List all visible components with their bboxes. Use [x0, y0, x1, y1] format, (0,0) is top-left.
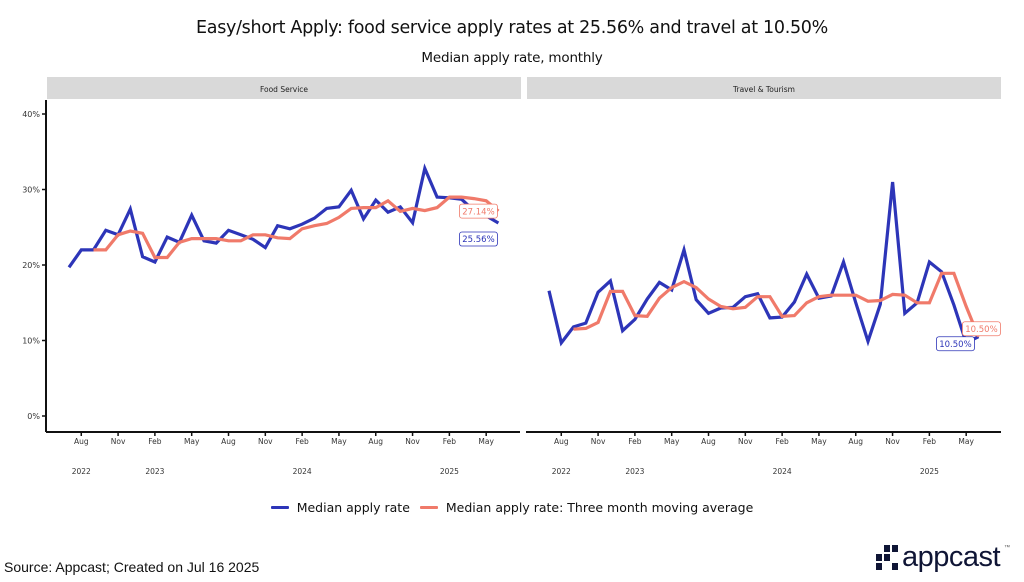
x-tick-label: Nov [738, 437, 753, 446]
chart-subtitle: Median apply rate, monthly [421, 50, 603, 66]
x-tick-label: Nov [111, 437, 126, 446]
x-year-label: 2024 [293, 467, 312, 476]
x-tick-label: May [664, 437, 680, 446]
series-line-moving-average-food-service [93, 195, 500, 260]
legend-swatch-moving-average [419, 506, 438, 509]
x-tick-label: May [331, 437, 347, 446]
appcast-logo: appcast ™ [876, 543, 1010, 572]
x-tick-label: Nov [258, 437, 273, 446]
end-label-box-moving-average [962, 321, 1001, 337]
x-tick-label: Aug [368, 437, 383, 446]
facet-header-food-service [47, 77, 521, 99]
x-tick-label: May [184, 437, 200, 446]
x-tick-label: Aug [701, 437, 716, 446]
x-tick-label: Aug [554, 437, 569, 446]
x-tick-label: Aug [221, 437, 236, 446]
x-year-label: 2022 [552, 467, 571, 476]
end-label-median: 10.50% [939, 340, 971, 350]
x-tick-label: May [958, 437, 974, 446]
x-tick-label: Nov [885, 437, 900, 446]
end-label-box-moving-average [459, 203, 498, 219]
legend-swatch-median [270, 506, 289, 509]
series-line-median-travel-tourism [547, 181, 980, 347]
end-label-box-median [459, 231, 498, 247]
x-year-label: 2023 [625, 467, 644, 476]
end-label-moving-average: 27.14% [462, 207, 494, 217]
series-line-moving-average-travel-tourism [573, 271, 980, 338]
x-tick-label: Feb [295, 437, 309, 446]
y-tick-label: 30% [22, 186, 40, 195]
y-tick-label: 20% [22, 261, 40, 270]
x-year-label: 2025 [920, 467, 939, 476]
x-tick-label: Aug [74, 437, 89, 446]
chart-title: Easy/short Apply: food service apply rat… [196, 18, 828, 38]
legend: Median apply rate Median apply rate: Thr… [0, 500, 1024, 515]
x-tick-label: Nov [591, 437, 606, 446]
source-note: Source: Appcast; Created on Jul 16 2025 [4, 559, 260, 575]
y-tick-label: 0% [27, 412, 40, 421]
legend-item-median: Median apply rate [270, 500, 410, 515]
x-tick-label: May [478, 437, 494, 446]
x-tick-label: Aug [848, 437, 863, 446]
appcast-logo-mark-icon [876, 545, 898, 570]
legend-label-moving-average: Median apply rate: Three month moving av… [445, 500, 754, 515]
x-year-label: 2024 [773, 467, 792, 476]
appcast-logo-trademark: ™ [1004, 545, 1011, 551]
facet-title-food-service: Food Service [260, 85, 308, 94]
end-label-box-median [936, 336, 975, 352]
y-tick-label: 40% [22, 110, 40, 119]
x-year-label: 2022 [72, 467, 91, 476]
x-tick-label: Feb [443, 437, 457, 446]
facet-title-travel-tourism: Travel & Tourism [732, 85, 795, 94]
y-tick-label: 10% [22, 337, 40, 346]
facet-header-travel-tourism [527, 77, 1001, 99]
x-year-label: 2025 [440, 467, 459, 476]
faceted-line-chart: Food Service 0% 10% 20% 30% 40% Aug 2022 Nov Feb 2… [22, 77, 1001, 476]
x-tick-label: May [811, 437, 827, 446]
x-tick-label: Feb [148, 437, 162, 446]
x-tick-label: Feb [923, 437, 937, 446]
x-tick-label: Nov [405, 437, 420, 446]
end-label-moving-average: 10.50% [965, 325, 997, 335]
x-tick-label: Feb [775, 437, 789, 446]
x-year-label: 2023 [145, 467, 164, 476]
end-label-median: 25.56% [462, 235, 494, 245]
series-line-median-food-service [67, 163, 500, 269]
appcast-logo-text: appcast [902, 541, 1001, 573]
legend-item-moving-average: Median apply rate: Three month moving av… [419, 500, 754, 515]
x-tick-label: Feb [628, 437, 642, 446]
legend-label-median: Median apply rate [296, 500, 410, 515]
